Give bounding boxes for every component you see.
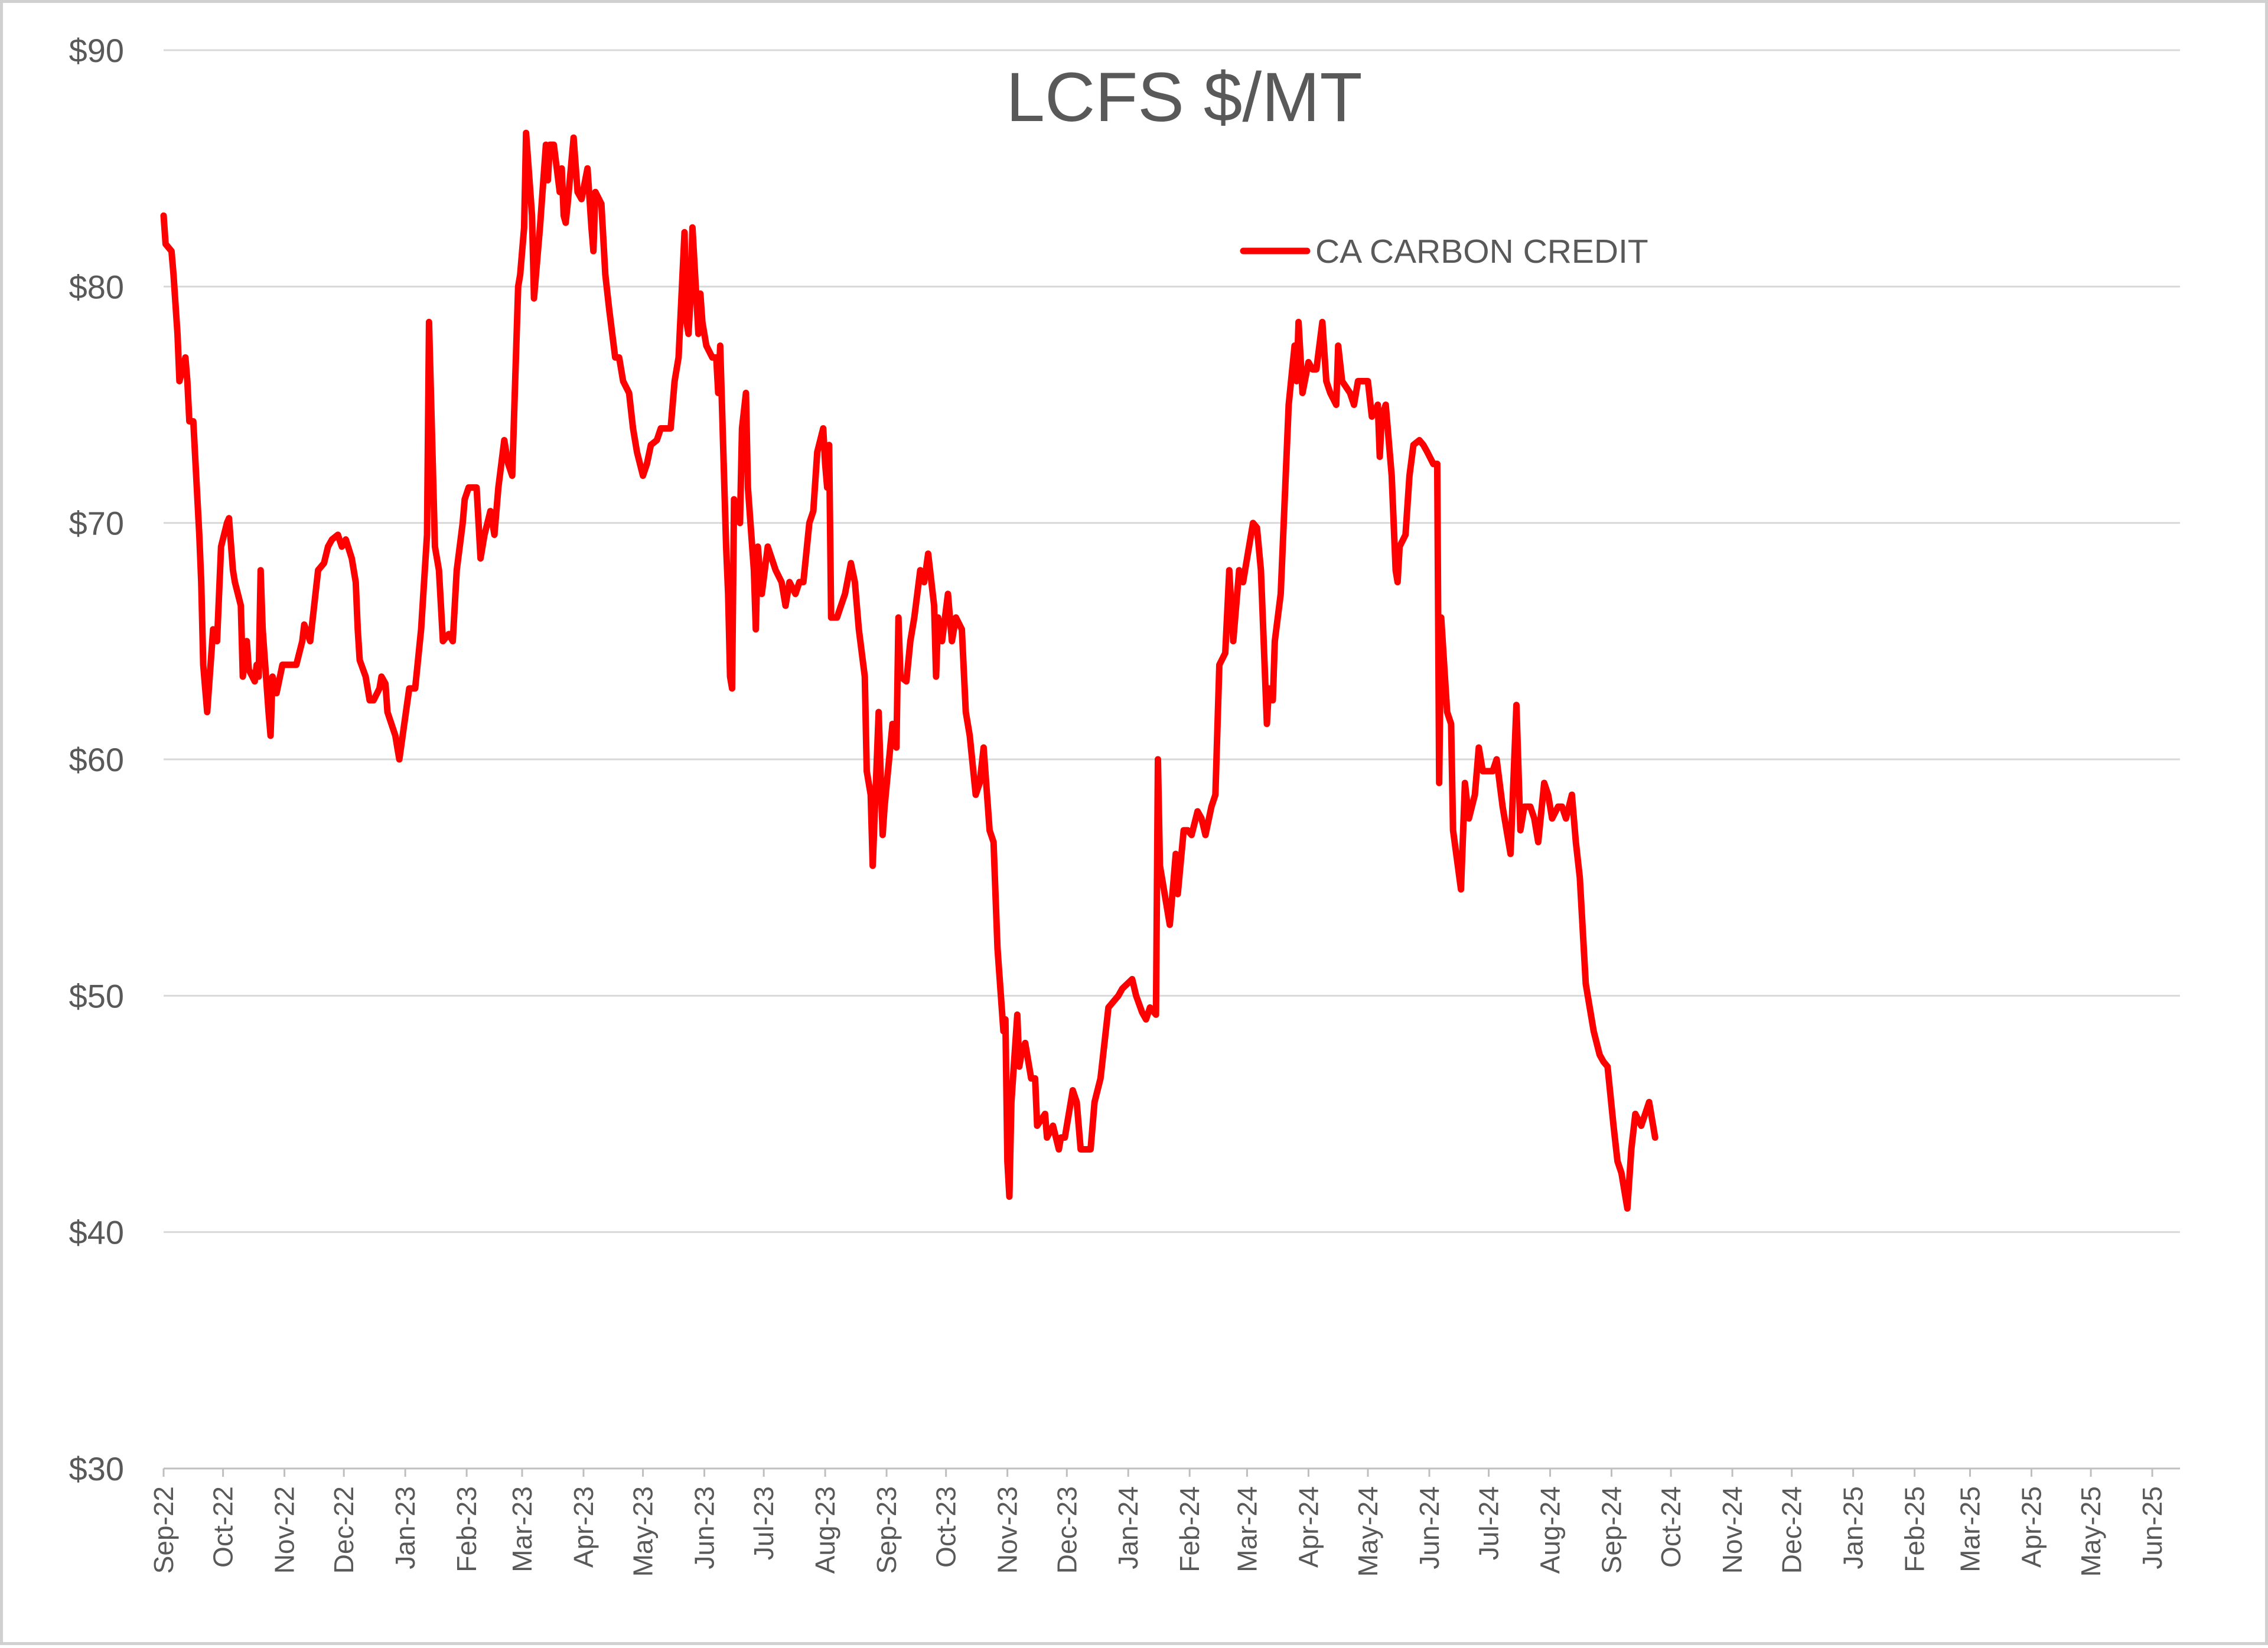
x-tick-label: Jan-23 [390,1486,421,1569]
x-tick-label: Sep-22 [148,1486,179,1574]
y-tick-label: $60 [69,741,124,778]
x-tick-label: Apr-24 [1293,1486,1324,1568]
x-tick-label: Mar-25 [1955,1486,1986,1572]
y-tick-label: $50 [69,977,124,1014]
y-tick-label: $80 [69,268,124,305]
x-tick-label: Aug-23 [810,1486,840,1574]
y-tick-label: $40 [69,1214,124,1251]
x-tick-label: Jul-23 [748,1486,779,1560]
x-tick-label: Jun-24 [1414,1486,1445,1569]
y-axis-ticks: $30 $40 $50 $60 $70 $80 $90 [69,32,124,1487]
x-tick-label: Jun-23 [689,1486,720,1569]
x-tick-label: May-25 [2075,1486,2106,1577]
gridlines [164,49,2180,1470]
x-tick-label: Dec-22 [328,1486,359,1574]
x-tick-label: Jan-25 [1838,1486,1869,1569]
y-tick-label: $90 [69,32,124,69]
x-tick-label: Feb-25 [1899,1486,1930,1572]
x-tick-label: Jul-24 [1474,1486,1504,1560]
x-tick-label: Sep-23 [871,1486,902,1574]
x-tick-label: Feb-23 [451,1486,482,1572]
chart-title: LCFS $/MT [1006,58,1362,136]
x-tick-label: Feb-24 [1174,1486,1205,1572]
x-tick-label: Nov-22 [269,1486,300,1574]
x-tick-label: Mar-24 [1231,1486,1262,1572]
x-tick-label: Oct-22 [208,1486,239,1568]
legend: CA CARBON CREDIT [1240,233,1648,270]
y-tick-label: $70 [69,505,124,542]
x-tick-label: Mar-23 [507,1486,537,1572]
x-tick-label: May-24 [1353,1486,1383,1577]
x-tick-label: Jun-25 [2137,1486,2168,1569]
y-tick-label: $30 [69,1450,124,1487]
x-tick-label: Sep-24 [1596,1486,1627,1574]
x-tick-label: Apr-23 [568,1486,599,1568]
x-tick-label: Aug-24 [1535,1486,1566,1574]
x-tick-label: May-23 [628,1486,659,1577]
x-tick-label: Dec-24 [1777,1486,1807,1574]
x-tick-label: Nov-23 [992,1486,1023,1574]
x-tick-label: Nov-24 [1717,1486,1748,1574]
x-tick-label: Oct-23 [931,1486,962,1568]
series-layer [160,129,1658,1212]
legend-label: CA CARBON CREDIT [1315,233,1648,270]
line-chart: $30 $40 $50 $60 $70 $80 $90 Sep-22 Oct-22 Nov-22… [69,32,2180,1577]
x-axis-ticks: Sep-22 Oct-22 Nov-22 Dec-22 Jan-23 Feb-23 Mar-… [148,1468,2168,1577]
x-tick-label: Oct-24 [1656,1486,1686,1568]
x-tick-label: Apr-25 [2016,1486,2047,1568]
x-tick-label: Dec-23 [1051,1486,1082,1574]
x-tick-label: Jan-24 [1113,1486,1143,1569]
series-line [160,129,1658,1212]
